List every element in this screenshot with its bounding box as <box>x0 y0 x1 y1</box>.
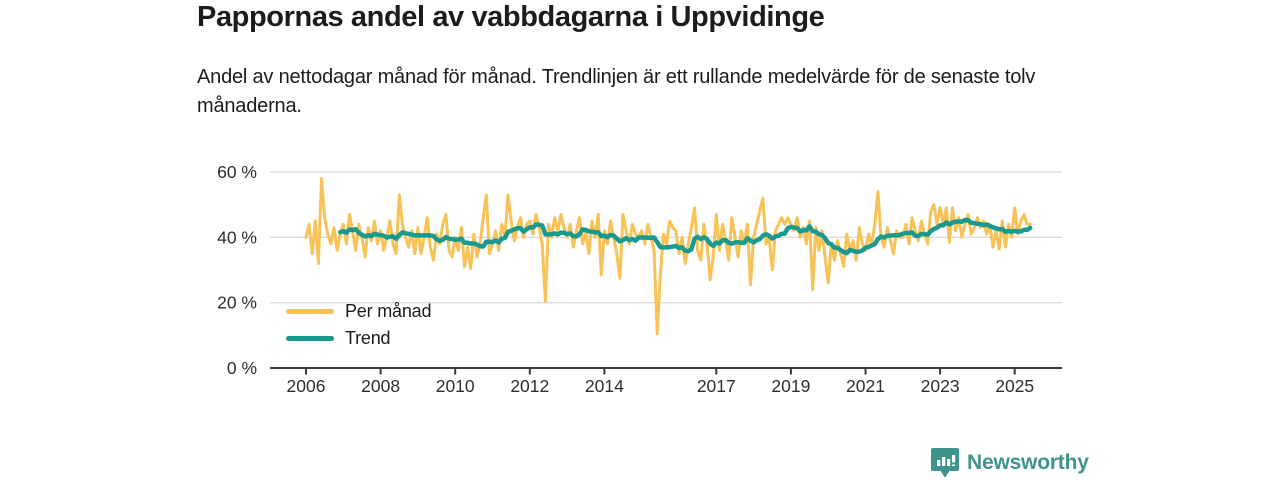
chart-subtitle: Andel av nettodagar månad för månad. Tre… <box>197 66 1036 117</box>
x-tick-label-2025: 2025 <box>995 376 1034 396</box>
x-tick-label-2023: 2023 <box>921 376 960 396</box>
y-tick-label-0: 0 % <box>227 358 257 378</box>
chart-title: Pappornas andel av vabbdagarna i Uppvidi… <box>197 1 825 33</box>
trend-series-line <box>337 217 1033 256</box>
legend-label-trend: Trend <box>345 328 391 348</box>
per-manad-series-line <box>304 177 1032 336</box>
x-tick-label-2012: 2012 <box>510 376 549 396</box>
legend-label-per-manad: Per månad <box>345 301 432 321</box>
x-tick-label-2021: 2021 <box>846 376 885 396</box>
brand-footer: Newsworthy <box>931 447 1089 478</box>
x-tick-label-2006: 2006 <box>287 376 326 396</box>
trend-line-swatch <box>286 336 334 341</box>
footer-brand-name: Newsworthy <box>967 450 1089 474</box>
legend-item-per-manad: Per månad <box>286 298 431 325</box>
x-tick-label-2017: 2017 <box>697 376 736 396</box>
y-tick-label-60: 60 % <box>217 162 257 182</box>
y-tick-label-20: 20 % <box>217 293 257 313</box>
legend-item-trend: Trend <box>286 325 431 352</box>
newsworthy-pin-bar-chart-icon <box>931 447 959 478</box>
per-manad-line-swatch <box>286 309 334 314</box>
x-tick-label-2010: 2010 <box>436 376 475 396</box>
x-tick-label-2014: 2014 <box>585 376 624 396</box>
x-tick-label-2008: 2008 <box>361 376 400 396</box>
x-tick-label-2019: 2019 <box>771 376 810 396</box>
y-tick-label-40: 40 % <box>217 227 257 247</box>
chart-legend: Per månad Trend <box>286 298 431 352</box>
